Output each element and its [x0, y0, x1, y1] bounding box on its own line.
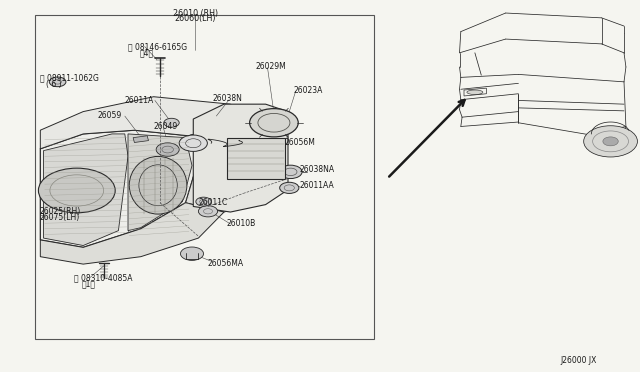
Text: 26023A: 26023A: [293, 86, 323, 94]
Circle shape: [280, 182, 299, 193]
Text: Ⓝ 08911-1062G: Ⓝ 08911-1062G: [40, 74, 99, 83]
Text: 26038N: 26038N: [212, 94, 243, 103]
Circle shape: [198, 206, 218, 217]
Text: 26056M: 26056M: [285, 138, 316, 147]
Text: 26038NA: 26038NA: [300, 165, 335, 174]
Text: ( 6 ): ( 6 ): [46, 80, 61, 89]
Text: 26025(RH): 26025(RH): [40, 207, 81, 216]
Text: 26075(LH): 26075(LH): [40, 213, 80, 222]
Polygon shape: [40, 130, 198, 247]
FancyBboxPatch shape: [227, 138, 285, 179]
Text: 26059: 26059: [97, 111, 122, 120]
Polygon shape: [193, 104, 288, 212]
Circle shape: [279, 165, 302, 179]
Text: 〈1〉: 〈1〉: [82, 280, 96, 289]
Text: 26010 (RH): 26010 (RH): [173, 9, 218, 17]
Text: J26000 JX: J26000 JX: [560, 356, 596, 365]
Circle shape: [156, 143, 179, 156]
Text: 26060(LH): 26060(LH): [175, 14, 216, 23]
Polygon shape: [128, 134, 192, 231]
Text: 26049: 26049: [154, 122, 178, 131]
Bar: [35, 15, 374, 339]
Text: 26010B: 26010B: [227, 219, 256, 228]
Text: 〈4〉: 〈4〉: [140, 48, 154, 57]
Text: Ⓑ 08146-6165G: Ⓑ 08146-6165G: [128, 42, 187, 51]
Circle shape: [196, 197, 211, 206]
Polygon shape: [40, 97, 243, 149]
Polygon shape: [40, 203, 224, 264]
Circle shape: [180, 247, 204, 260]
Text: 26011A: 26011A: [125, 96, 154, 105]
Circle shape: [38, 168, 115, 213]
Circle shape: [164, 118, 179, 127]
Text: Ⓢ 08310-4085A: Ⓢ 08310-4085A: [74, 273, 132, 282]
Ellipse shape: [467, 90, 483, 94]
Circle shape: [603, 137, 618, 146]
Ellipse shape: [129, 157, 187, 214]
Text: 26029M: 26029M: [256, 62, 287, 71]
Polygon shape: [133, 136, 148, 142]
Circle shape: [179, 135, 207, 151]
Polygon shape: [44, 134, 128, 246]
Polygon shape: [186, 119, 256, 212]
Circle shape: [250, 109, 298, 137]
Circle shape: [584, 126, 637, 157]
Circle shape: [49, 77, 66, 87]
Text: 26011C: 26011C: [198, 198, 228, 207]
Text: 26011AA: 26011AA: [300, 181, 334, 190]
Text: 26056MA: 26056MA: [208, 259, 244, 267]
